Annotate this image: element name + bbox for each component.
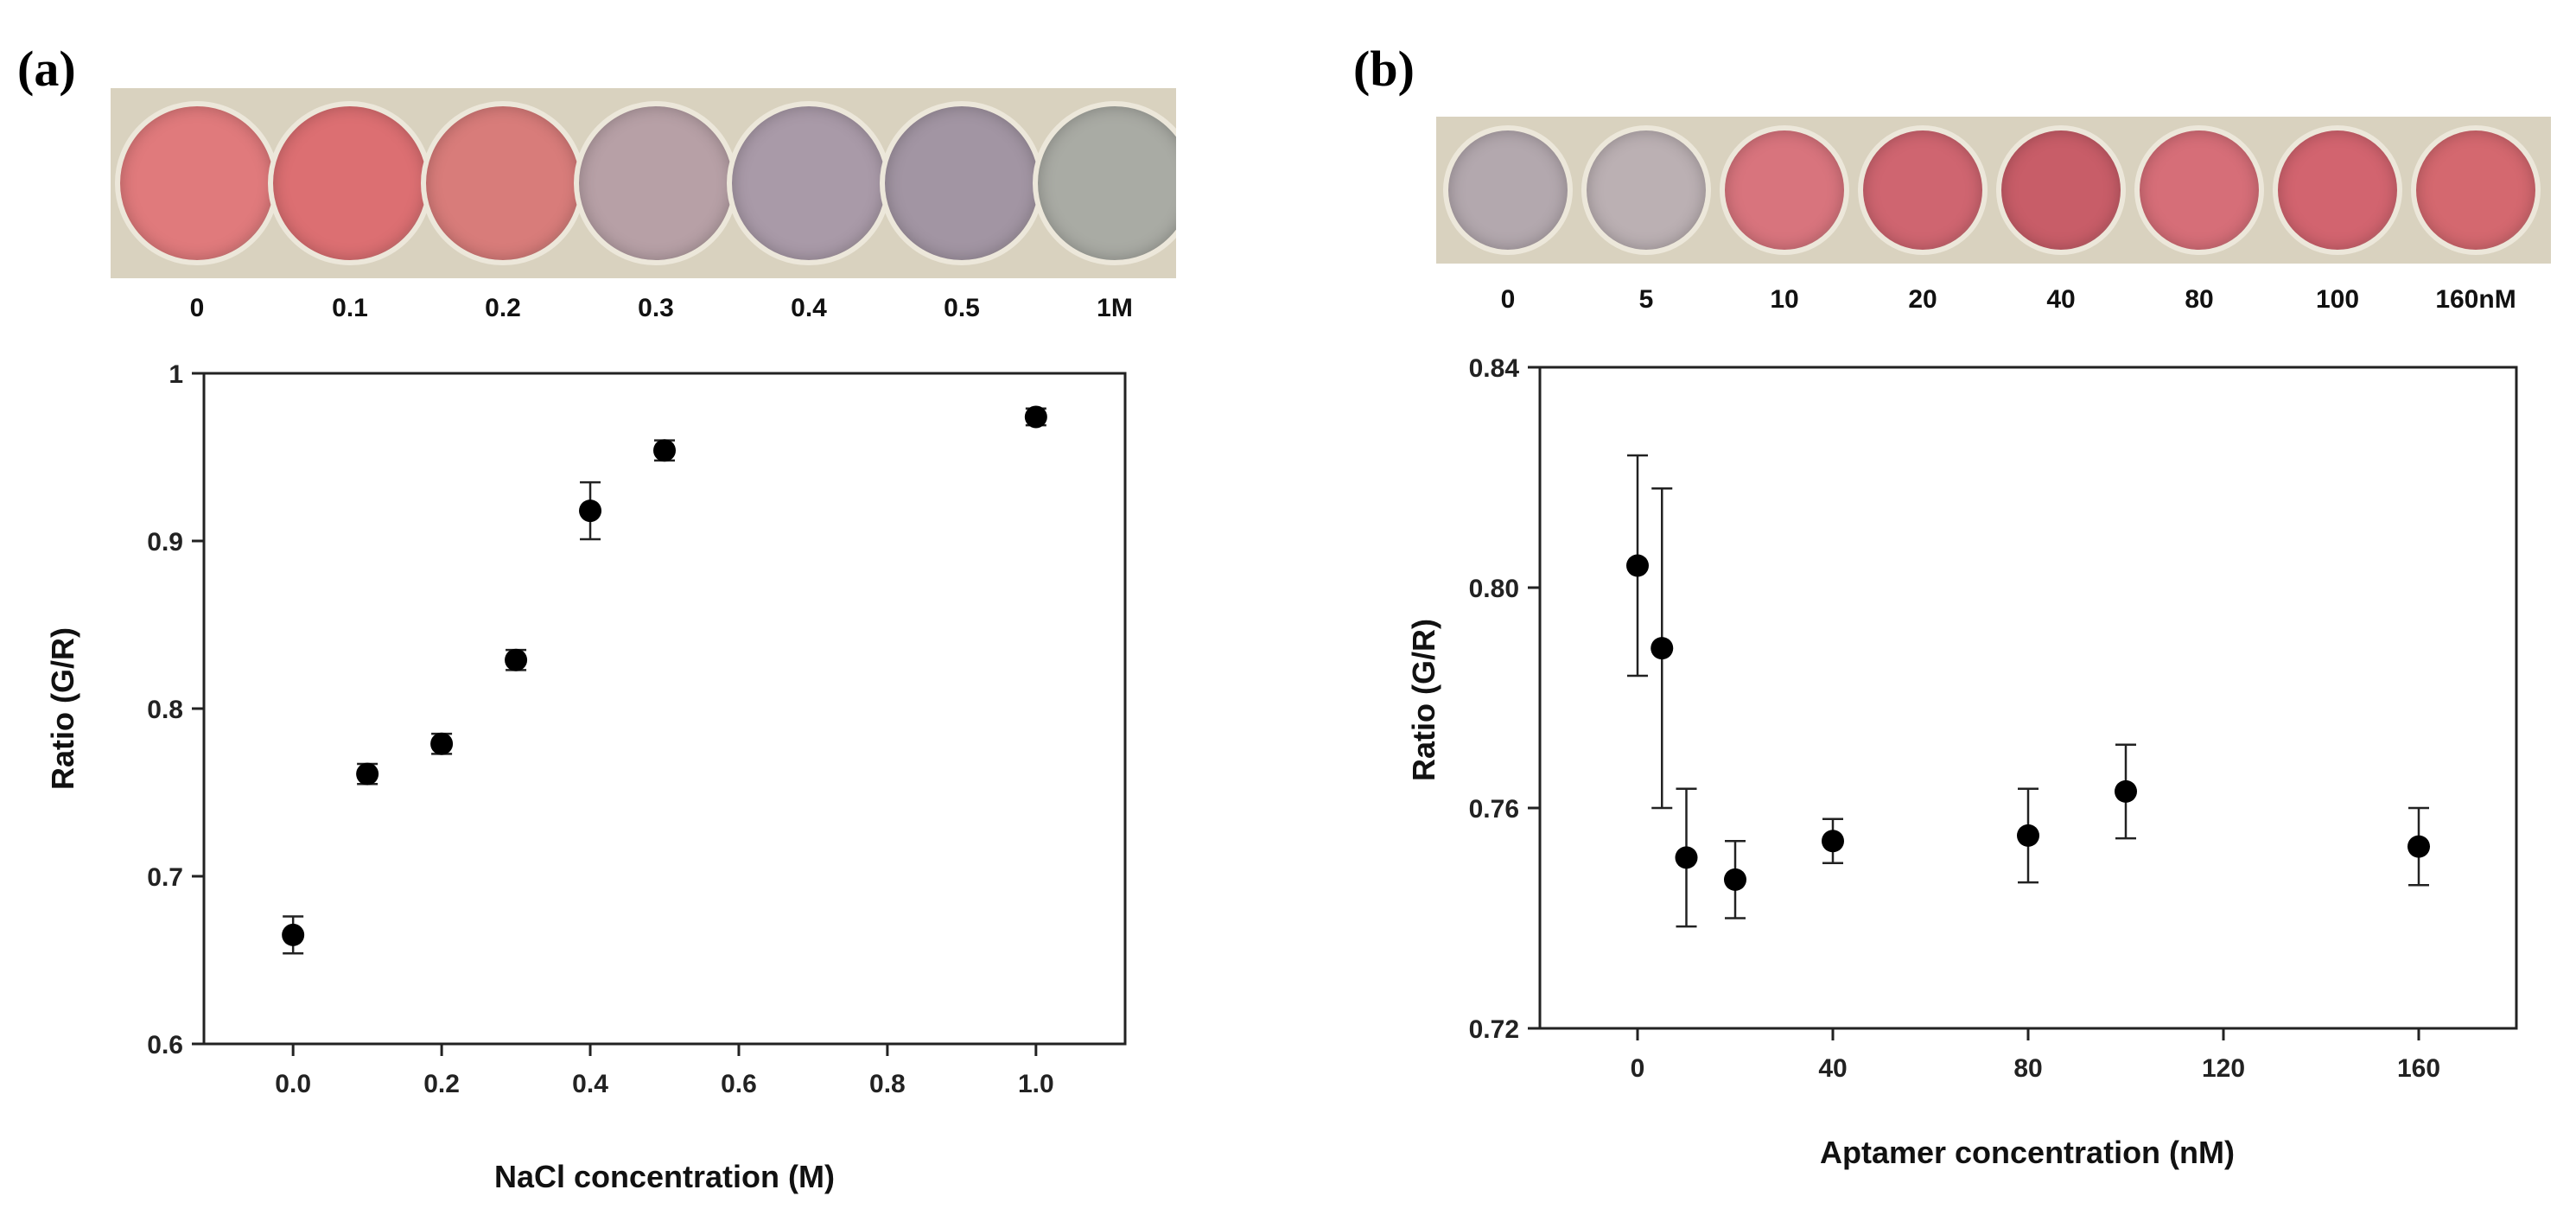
data-point-a-4 xyxy=(579,480,602,541)
marker-a-0 xyxy=(282,923,305,946)
marker-a-1 xyxy=(356,762,379,786)
well-label-3: 10 xyxy=(1770,285,1799,314)
x-tick-label-b-0: 0 xyxy=(1631,1054,1645,1083)
data-point-b-4 xyxy=(1822,817,1844,864)
x-axis-title-b: Aptamer concentration (nM) xyxy=(1820,1135,2235,1170)
data-point-b-5 xyxy=(2017,787,2039,884)
x-tick-label-b-2: 80 xyxy=(2013,1054,2042,1083)
y-tick-label-a-2: 0.8 xyxy=(147,696,183,724)
well-label-3: 0.2 xyxy=(485,294,521,322)
y-axis-title-b: Ratio (G/R) xyxy=(1406,619,1441,781)
well-1 xyxy=(1443,125,1573,255)
y-tick-label-b-3: 0.84 xyxy=(1469,354,1520,383)
data-point-b-7 xyxy=(2407,806,2430,887)
well-2 xyxy=(1581,125,1711,255)
y-axis-title-a: Ratio (G/R) xyxy=(45,627,80,790)
x-tick-label-b-4: 160 xyxy=(2397,1054,2440,1083)
well-label-7: 100 xyxy=(2315,285,2360,314)
marker-b-7 xyxy=(2407,835,2430,858)
y-tick-label-b-1: 0.76 xyxy=(1469,795,1519,824)
data-point-a-6 xyxy=(1024,405,1047,429)
well-label-5: 0.4 xyxy=(791,294,827,322)
well-3 xyxy=(1720,125,1849,255)
marker-b-6 xyxy=(2115,779,2137,803)
well-label-8: 160nM xyxy=(2435,285,2516,314)
data-point-a-1 xyxy=(356,762,379,786)
data-point-b-6 xyxy=(2115,743,2137,840)
x-tick-label-a-2: 0.4 xyxy=(572,1070,608,1098)
marker-a-2 xyxy=(430,732,454,755)
well-strip-b xyxy=(1436,117,2551,264)
well-4 xyxy=(574,101,738,265)
x-tick-label-a-0: 0.0 xyxy=(275,1070,311,1098)
marker-a-5 xyxy=(653,439,676,462)
well-label-1: 0 xyxy=(189,294,205,322)
well-label-6: 0.5 xyxy=(944,294,980,322)
data-point-b-2 xyxy=(1675,787,1698,928)
well-label-4: 0.3 xyxy=(638,294,674,322)
well-5 xyxy=(727,101,891,265)
well-label-2: 5 xyxy=(1638,285,1654,314)
data-point-b-1 xyxy=(1651,487,1674,810)
y-tick-label-a-1: 0.7 xyxy=(147,863,183,892)
data-point-a-3 xyxy=(505,648,528,671)
data-point-a-2 xyxy=(430,732,454,755)
panel-a-label: (a) xyxy=(17,41,76,97)
well-7 xyxy=(2273,125,2402,255)
y-tick-label-a-0: 0.6 xyxy=(147,1031,183,1059)
well-label-2: 0.1 xyxy=(332,294,368,322)
well-8 xyxy=(2411,125,2541,255)
x-tick-label-a-4: 0.8 xyxy=(869,1070,906,1098)
marker-b-0 xyxy=(1626,554,1649,577)
x-tick-label-b-3: 120 xyxy=(2202,1054,2245,1083)
panel-b-label: (b) xyxy=(1353,41,1415,97)
y-tick-label-b-0: 0.72 xyxy=(1469,1015,1519,1044)
well-7 xyxy=(1033,101,1176,265)
marker-b-3 xyxy=(1724,868,1746,891)
x-tick-label-a-5: 1.0 xyxy=(1018,1070,1054,1098)
well-6 xyxy=(880,101,1044,265)
marker-b-1 xyxy=(1651,637,1674,660)
marker-b-4 xyxy=(1822,830,1844,853)
marker-a-6 xyxy=(1024,405,1047,429)
well-6 xyxy=(2134,125,2264,255)
x-axis-title-a: NaCl concentration (M) xyxy=(494,1159,835,1194)
well-5 xyxy=(1996,125,2126,255)
y-tick-label-a-4: 1 xyxy=(169,360,183,389)
well-label-4: 20 xyxy=(1908,285,1937,314)
well-label-7: 1M xyxy=(1097,294,1133,322)
well-label-5: 40 xyxy=(2046,285,2076,314)
data-point-b-3 xyxy=(1724,840,1746,919)
data-point-b-0 xyxy=(1626,454,1649,677)
well-2 xyxy=(268,101,432,265)
well-4 xyxy=(1858,125,1988,255)
marker-a-4 xyxy=(579,499,602,523)
marker-b-5 xyxy=(2017,824,2039,847)
well-label-6: 80 xyxy=(2185,285,2214,314)
y-tick-label-b-2: 0.80 xyxy=(1469,575,1519,603)
data-point-a-0 xyxy=(282,915,305,955)
x-tick-label-b-1: 40 xyxy=(1818,1054,1847,1083)
well-label-1: 0 xyxy=(1500,285,1516,314)
x-tick-label-a-3: 0.6 xyxy=(721,1070,757,1098)
marker-a-3 xyxy=(505,648,528,671)
plot-frame-b xyxy=(1538,366,2518,1030)
well-strip-a xyxy=(111,88,1176,278)
x-tick-label-a-1: 0.2 xyxy=(423,1070,460,1098)
data-point-a-5 xyxy=(653,439,676,462)
y-tick-label-a-3: 0.9 xyxy=(147,528,183,557)
marker-b-2 xyxy=(1675,846,1698,869)
